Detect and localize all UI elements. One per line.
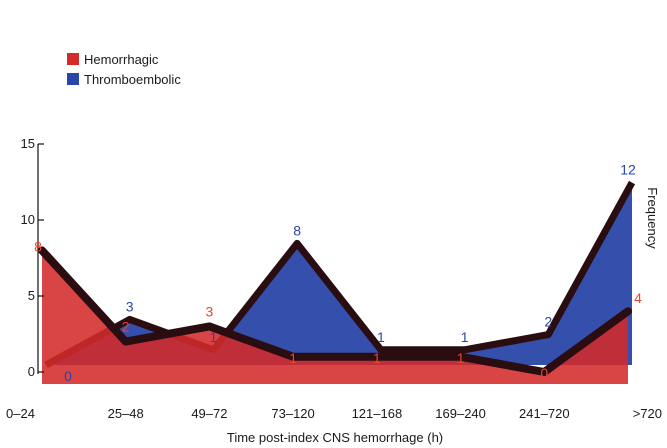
thromboembolic-data-label: 0 [64, 368, 72, 384]
y-tick-label: 15 [21, 136, 35, 151]
thromboembolic-data-label: 1 [377, 329, 385, 345]
hemorrhagic-data-label: 1 [289, 350, 297, 366]
thromboembolic-data-label: 1 [210, 329, 218, 345]
x-axis-title: Time post-index CNS hemorrhage (h) [227, 430, 443, 445]
thromboembolic-data-label: 8 [293, 222, 301, 238]
hemorrhagic-area [42, 250, 628, 384]
y-tick-label: 0 [28, 364, 35, 379]
legend-label-hemorrhagic: Hemorrhagic [84, 52, 159, 67]
thromboembolic-data-label: 12 [620, 162, 636, 178]
y-tick-label: 5 [28, 288, 35, 303]
thromboembolic-data-label: 3 [126, 298, 134, 314]
x-tick-label: 121–168 [352, 406, 403, 421]
legend-swatch-thromboembolic [67, 73, 79, 85]
hemorrhagic-data-label: 1 [373, 350, 381, 366]
y-axis-title: Frequency [645, 187, 660, 249]
thromboembolic-data-label: 2 [544, 314, 552, 330]
x-tick-label: 25–48 [108, 406, 144, 421]
hemorrhagic-data-label: 1 [457, 350, 465, 366]
hemorrhagic-series [38, 246, 632, 384]
hemorrhagic-data-label: 2 [122, 319, 130, 335]
hemorrhagic-data-label: 8 [34, 238, 42, 254]
hemorrhagic-data-label: 4 [634, 290, 642, 306]
x-tick-label: >720 [633, 406, 662, 421]
x-tick-label: 73–120 [271, 406, 314, 421]
legend-swatch-hemorrhagic [67, 53, 79, 65]
hemorrhagic-data-label: 3 [206, 303, 214, 319]
thromboembolic-line [44, 180, 636, 369]
y-tick-label: 10 [21, 212, 35, 227]
thromboembolic-data-label: 1 [461, 329, 469, 345]
x-tick-label: 0–24 [6, 406, 35, 421]
x-tick-label: 169–240 [435, 406, 486, 421]
x-tick-label: 241–720 [519, 406, 570, 421]
x-axis-tick-labels: 0–24 25–48 49–72 73–120 121–168 169–240 241–72… [6, 406, 662, 421]
x-tick-label: 49–72 [191, 406, 227, 421]
hemorrhagic-line [38, 246, 632, 376]
hemorrhagic-data-label: 0 [540, 365, 548, 381]
legend-label-thromboembolic: Thromboembolic [84, 72, 181, 87]
y-axis: 0 5 10 15 [21, 136, 44, 379]
legend: Hemorrhagic Thromboembolic [67, 52, 181, 87]
